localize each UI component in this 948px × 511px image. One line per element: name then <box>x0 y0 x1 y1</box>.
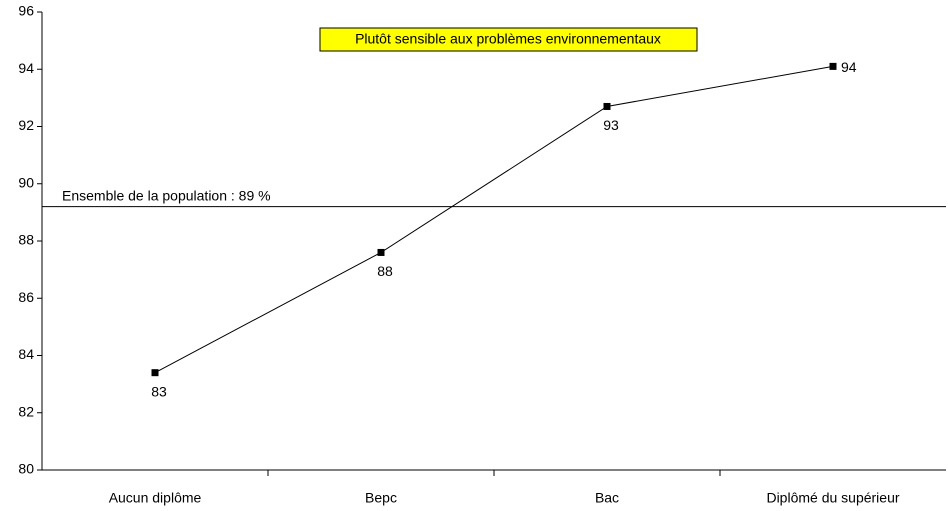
y-tick-label: 88 <box>18 232 34 248</box>
y-tick-label: 92 <box>18 117 34 133</box>
y-tick-label: 94 <box>18 60 34 76</box>
y-tick-label: 86 <box>18 289 34 305</box>
point-marker <box>829 62 837 70</box>
y-tick-label: 90 <box>18 174 34 190</box>
y-tick-label: 96 <box>18 3 34 19</box>
data-label: 88 <box>377 263 393 279</box>
x-tick-label: Bac <box>595 490 619 506</box>
point-marker <box>151 369 159 377</box>
y-tick-label: 84 <box>18 346 34 362</box>
reference-label: Ensemble de la population : 89 % <box>62 187 271 203</box>
x-tick-label: Diplômé du supérieur <box>766 490 899 506</box>
title-box <box>319 27 698 52</box>
chart-title: Plutôt sensible aux problèmes environnem… <box>355 31 661 47</box>
data-label: 83 <box>151 383 167 399</box>
y-tick-label: 80 <box>18 461 34 477</box>
series-line <box>154 65 834 374</box>
data-label: 94 <box>841 59 857 75</box>
point-marker <box>377 248 385 256</box>
data-label: 93 <box>603 117 619 133</box>
point-marker <box>603 102 611 110</box>
y-tick-label: 82 <box>18 403 34 419</box>
x-tick-label: Bepc <box>365 490 397 506</box>
x-tick-label: Aucun diplôme <box>109 490 202 506</box>
